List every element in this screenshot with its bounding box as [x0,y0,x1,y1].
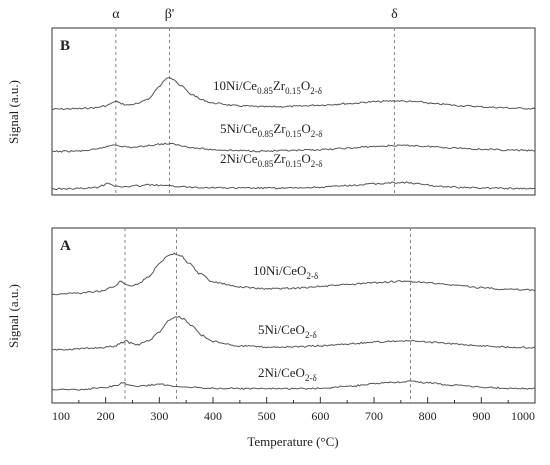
peak-label-2: δ [391,7,398,22]
panel-a-ylabel: Signal (a.u.) [6,284,21,348]
x-axis-label: Temperature (°C) [247,434,338,449]
series-label-a-0: 10Ni/CeO2-δ [253,263,318,281]
x-tick-label-7: 800 [419,409,437,423]
series-label-a-1: 5Ni/CeO2-δ [258,322,317,340]
series-line-b-2 [51,181,536,191]
panel-b-label: B [60,38,70,54]
series-label-b-2: 2Ni/Ce0.85Zr0.15O2-δ [220,151,322,169]
x-tick-label-0: 100 [52,409,70,423]
x-tick-label-4: 500 [258,409,276,423]
panel-b-ylabel: Signal (a.u.) [6,80,21,144]
peak-label-0: α [112,7,120,22]
x-tick-label-9: 1000 [511,409,535,423]
series-line-a-1 [51,315,536,351]
x-tick-label-5: 600 [311,409,329,423]
series-line-b-1 [51,142,536,153]
series-label-b-1: 5Ni/Ce0.85Zr0.15O2-δ [220,121,322,139]
x-tick-label-8: 900 [472,409,490,423]
series-line-a-0 [51,252,536,296]
series-line-b-0 [51,77,536,111]
x-tick-label-6: 700 [365,409,383,423]
series-label-a-2: 2Ni/CeO2-δ [258,365,317,383]
series-line-a-2 [51,380,535,391]
panel-a-label: A [60,238,71,254]
peak-label-1: β' [165,7,175,22]
x-tick-label-3: 400 [204,409,222,423]
series-label-b-0: 10Ni/Ce0.85Zr0.15O2-δ [213,78,322,96]
x-tick-label-2: 300 [150,409,168,423]
x-tick-label-1: 200 [97,409,115,423]
panel-b-frame [51,27,536,196]
